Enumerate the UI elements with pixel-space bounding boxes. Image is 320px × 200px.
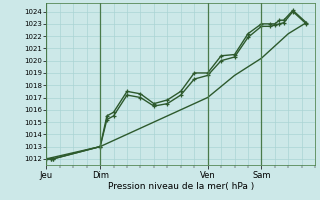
X-axis label: Pression niveau de la mer( hPa ): Pression niveau de la mer( hPa ) <box>108 182 254 191</box>
